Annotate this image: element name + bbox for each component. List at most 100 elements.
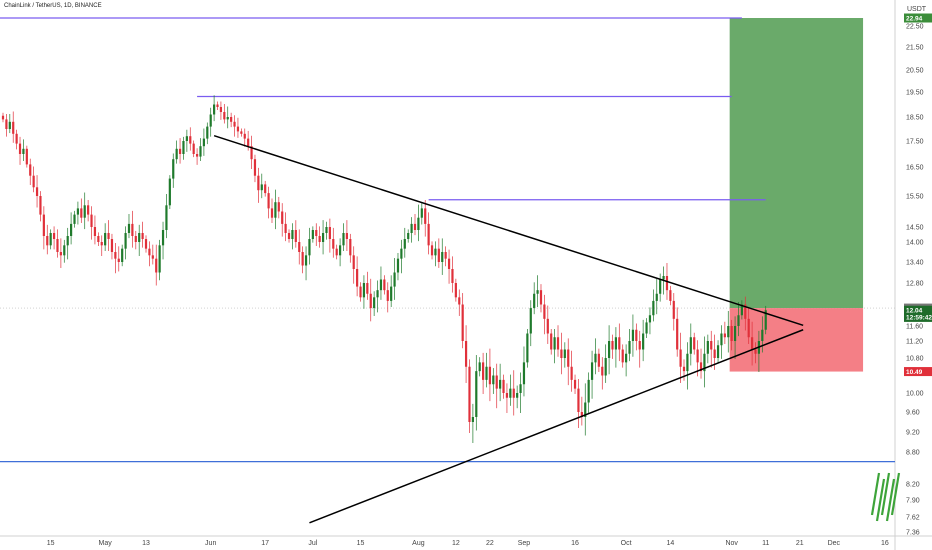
currency-label: USDT	[907, 6, 927, 13]
price-tag-bg	[904, 367, 932, 377]
candle-body	[318, 236, 321, 242]
candle-body	[744, 304, 747, 319]
candle-body	[625, 353, 628, 363]
candle-body	[631, 329, 635, 341]
candle	[185, 129, 188, 152]
candle-body	[236, 126, 240, 132]
candle	[93, 215, 97, 245]
candle	[335, 244, 338, 260]
candle	[39, 191, 42, 222]
candle	[509, 374, 512, 406]
candle-body	[172, 159, 175, 179]
candle	[12, 111, 15, 143]
candle	[699, 348, 703, 379]
price-axis[interactable]: 22.50 21.50 20.50 19.50 18.50 17.50 16.50 15.50…	[904, 6, 932, 537]
candle	[315, 223, 318, 246]
candle	[264, 180, 267, 197]
candle-body	[240, 131, 243, 134]
candle	[642, 319, 645, 362]
triangle-trendlines[interactable]	[213, 135, 804, 524]
candle-body	[165, 205, 168, 230]
candle	[604, 344, 607, 383]
candle-body	[5, 119, 8, 129]
candle	[175, 140, 178, 164]
candle-body	[444, 252, 447, 259]
target-zone	[729, 18, 864, 309]
candle	[8, 114, 11, 134]
candle	[628, 329, 631, 362]
candle	[66, 227, 69, 260]
horizontal-levels[interactable]	[0, 17, 895, 463]
candle	[434, 241, 437, 267]
candle-body	[107, 233, 110, 239]
candle-body	[247, 138, 250, 147]
candle	[754, 342, 757, 364]
price-tag-bg	[904, 305, 932, 315]
price-tick: 8.80	[906, 450, 920, 457]
candle-body	[556, 337, 560, 350]
candle-body	[464, 341, 468, 367]
candle-body	[393, 272, 396, 287]
candle-body	[652, 300, 655, 316]
candle-body	[499, 379, 502, 389]
tradingview-logo	[870, 472, 901, 522]
time-tick: 11	[762, 540, 769, 547]
candle-body	[669, 290, 672, 301]
candle	[744, 296, 747, 331]
candle-body	[512, 388, 515, 398]
candle	[376, 280, 379, 313]
position-tool[interactable]	[729, 18, 864, 372]
candle-body	[93, 227, 97, 236]
candle	[332, 227, 335, 258]
candle	[294, 220, 297, 248]
candle	[219, 101, 223, 120]
candle-body	[713, 349, 716, 358]
time-tick: Jul	[308, 540, 317, 547]
candle-body	[195, 154, 199, 157]
candle-body	[362, 283, 366, 298]
candle-body	[509, 388, 512, 398]
candle	[584, 383, 587, 436]
candle	[52, 226, 56, 250]
time-tick: 15	[357, 540, 365, 547]
candle-body	[699, 362, 703, 372]
candle-body	[192, 143, 195, 154]
candle-body	[454, 283, 457, 298]
candle	[328, 218, 331, 253]
candle	[359, 282, 362, 302]
candle	[83, 192, 86, 230]
candle-body	[311, 230, 314, 239]
candle-body	[703, 353, 706, 372]
candle	[441, 238, 444, 275]
candle	[97, 232, 100, 246]
candle	[32, 166, 35, 193]
symbol-title: ChainLink / TetherUS, 1D, BINANCE	[4, 3, 102, 9]
candle	[689, 323, 692, 366]
candle-body	[175, 148, 178, 160]
candle-body	[114, 252, 117, 259]
price-tick: 13.40	[906, 260, 924, 267]
trendline-0	[213, 135, 804, 326]
candle	[209, 107, 212, 137]
candle-body	[522, 362, 526, 385]
logo-stripe	[890, 472, 901, 516]
candle-body	[447, 258, 451, 269]
candle	[655, 278, 658, 315]
candle-body	[441, 252, 444, 262]
candle-body	[386, 290, 389, 301]
candle	[287, 229, 291, 243]
candle	[25, 145, 28, 168]
candle-body	[250, 146, 253, 160]
candle	[430, 241, 434, 260]
time-axis[interactable]: 15 May 13 Jun 17 Jul 15 Aug 12 22 Sep 16 Oct 14 Nov 11 2…	[47, 540, 889, 547]
candle-body	[505, 393, 509, 398]
candle	[447, 249, 451, 284]
time-tick: 15	[47, 540, 55, 547]
candle-body	[100, 242, 103, 246]
candle	[482, 352, 485, 394]
candle-body	[8, 121, 11, 129]
candle-body	[349, 239, 352, 256]
candle-body	[131, 223, 134, 236]
candle	[567, 338, 570, 386]
